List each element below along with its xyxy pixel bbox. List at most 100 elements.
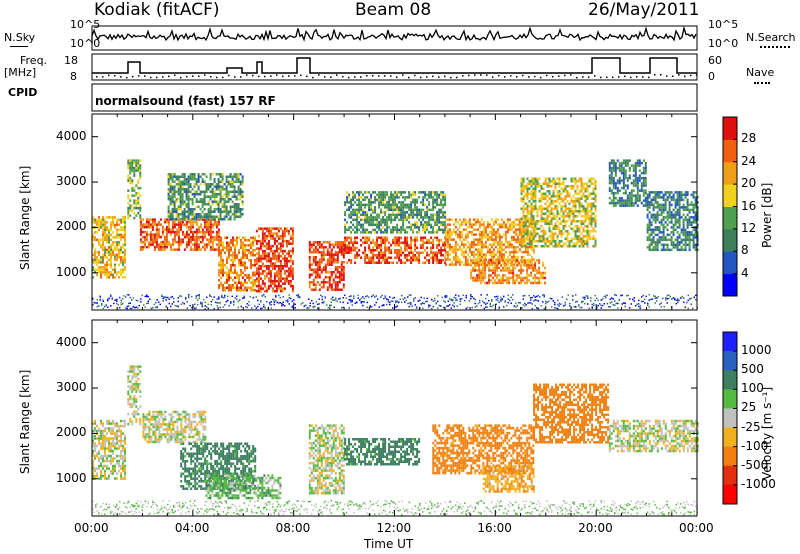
power-cell xyxy=(310,273,313,276)
power-cell xyxy=(592,237,595,240)
power-cell xyxy=(310,246,313,249)
power-cell xyxy=(330,261,333,264)
power-cell xyxy=(534,185,537,188)
power-cell xyxy=(530,210,533,213)
power-cell xyxy=(96,258,98,262)
power-cell xyxy=(269,249,272,253)
power-cell xyxy=(566,185,569,188)
power-cell xyxy=(442,223,445,227)
freq-label: Freq. xyxy=(20,54,48,67)
power-cell xyxy=(512,266,515,270)
power-cell xyxy=(209,205,212,208)
power-cell xyxy=(203,233,206,236)
power-cell xyxy=(197,235,200,239)
power-cell xyxy=(114,216,116,219)
power-cell xyxy=(644,176,647,180)
power-cell xyxy=(159,235,162,239)
power-cell xyxy=(646,198,649,202)
power-cell xyxy=(480,253,483,256)
power-cell xyxy=(118,271,120,274)
power-cell xyxy=(254,289,256,292)
power-cell xyxy=(552,215,555,218)
power-cell xyxy=(98,251,100,254)
power-cell xyxy=(263,284,266,288)
power-cell xyxy=(199,198,202,201)
power-cell xyxy=(410,244,413,247)
power-cell xyxy=(548,210,551,213)
power-cell xyxy=(436,191,439,194)
power-cell xyxy=(269,232,272,235)
power-cell xyxy=(398,228,401,232)
power-cell xyxy=(522,215,525,218)
power-cell xyxy=(408,191,411,194)
power-cell xyxy=(582,185,585,188)
power-cell xyxy=(191,178,194,181)
power-cell xyxy=(281,252,284,255)
power-cell xyxy=(211,195,214,198)
power-cell xyxy=(352,244,355,247)
power-cell xyxy=(594,207,597,210)
power-cell xyxy=(446,235,449,239)
power-cell xyxy=(622,186,625,190)
power-cell xyxy=(181,180,184,183)
power-cell xyxy=(157,243,160,246)
power-cell xyxy=(422,241,425,244)
power-cell xyxy=(498,281,501,285)
power-cell xyxy=(232,236,234,239)
power-cell xyxy=(520,222,523,225)
power-cell xyxy=(522,185,525,188)
power-cell xyxy=(94,253,96,257)
power-cell xyxy=(368,216,371,219)
power-cell xyxy=(532,225,535,228)
power-cell xyxy=(209,230,212,234)
power-cell xyxy=(374,218,377,222)
power-cell xyxy=(626,194,629,197)
power-cell xyxy=(558,190,561,193)
power-cell xyxy=(366,228,369,232)
power-cell xyxy=(414,259,417,262)
power-cell xyxy=(277,264,280,268)
power-cell xyxy=(570,222,573,225)
power-cell xyxy=(490,225,493,229)
power-cell xyxy=(550,235,553,238)
power-cell xyxy=(448,258,451,261)
power-cell xyxy=(285,279,288,283)
nave-dot xyxy=(144,75,146,77)
power-cell xyxy=(528,222,531,225)
power-cell xyxy=(442,249,445,252)
nave-dot xyxy=(576,76,578,79)
power-cell xyxy=(532,187,535,190)
power-cell xyxy=(181,195,184,198)
power-cell xyxy=(574,237,577,240)
power-cell xyxy=(169,230,172,234)
power-cell xyxy=(418,254,421,257)
power-cell xyxy=(396,203,399,207)
power-cell xyxy=(432,256,435,259)
power-cell xyxy=(344,231,347,234)
power-cell xyxy=(614,204,617,207)
power-cell xyxy=(434,231,437,234)
power-cell xyxy=(370,201,373,204)
power-cell xyxy=(532,197,535,200)
power-cell xyxy=(241,183,244,186)
power-cell xyxy=(193,245,196,249)
power-cell xyxy=(261,269,264,273)
power-cell xyxy=(512,253,515,256)
power-cell xyxy=(271,244,274,248)
power-cell xyxy=(588,180,591,183)
power-cell xyxy=(366,218,369,222)
nave-series-dots xyxy=(96,74,698,79)
power-cell xyxy=(364,254,367,257)
power-cell xyxy=(472,250,475,254)
power-cell xyxy=(652,216,655,219)
power-cell xyxy=(372,241,375,244)
power-cell xyxy=(135,161,138,165)
power-cell xyxy=(279,272,282,275)
power-cell xyxy=(614,164,617,167)
power-cell xyxy=(546,185,549,188)
power-cell xyxy=(267,277,270,280)
power-cell xyxy=(145,230,148,234)
power-cell xyxy=(614,184,617,187)
power-cell xyxy=(558,177,561,180)
power-cell xyxy=(269,282,272,285)
